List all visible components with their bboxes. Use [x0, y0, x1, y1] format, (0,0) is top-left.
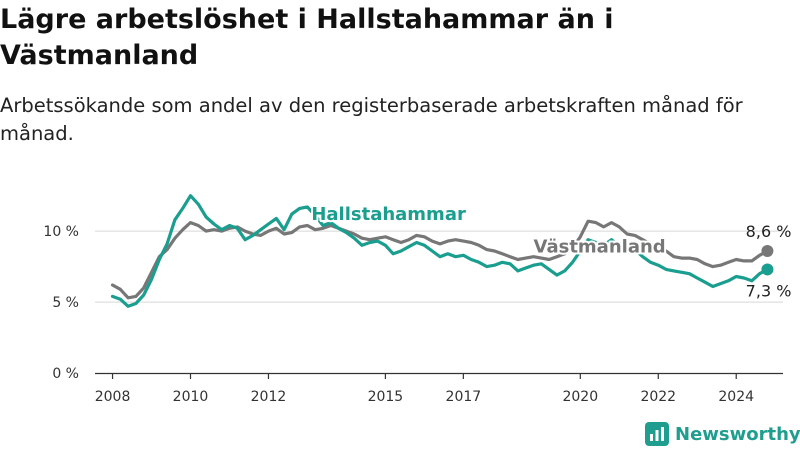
y-tick-label: 0 % — [52, 366, 79, 382]
x-tick-label: 2015 — [368, 389, 404, 405]
x-tick-label: 2020 — [562, 389, 598, 405]
series-line-hallstahammar — [110, 194, 769, 308]
series-labels: 8,6 % 7,3 % Hallstahammar Västmanland — [309, 202, 792, 301]
x-tick-label: 2022 — [640, 389, 676, 405]
x-tick-label: 2012 — [251, 389, 287, 405]
series-lines — [110, 194, 774, 308]
newsworthy-logo-icon — [645, 422, 669, 446]
x-tick-label: 2024 — [718, 389, 754, 405]
series-name-label: Hallstahammar — [311, 204, 466, 225]
series-name-label: Västmanland — [534, 236, 666, 257]
end-value-label: 7,3 % — [746, 281, 792, 300]
end-value-label: 8,6 % — [746, 222, 792, 241]
gridlines — [95, 230, 783, 303]
x-tick-label: 2017 — [446, 389, 482, 405]
axes: 0 % 5 % 10 % 2008 2010 2012 2015 2017 2020 2022 20… — [43, 224, 783, 405]
page-title: Lägre arbetslöshet i Hallstahammar än i … — [0, 4, 614, 71]
y-tick-label: 5 % — [52, 295, 79, 311]
chart-subtitle: Arbetssökande som andel av den registerb… — [0, 94, 743, 145]
brand-name: Newsworthy — [675, 423, 800, 445]
x-tick-label: 2010 — [173, 389, 209, 405]
y-tick-label: 10 % — [43, 224, 79, 240]
end-point-marker — [761, 245, 774, 257]
series-line-västmanland — [110, 219, 769, 300]
x-tick-label: 2008 — [95, 389, 131, 405]
end-point-marker — [761, 263, 774, 276]
brand-logo: Newsworthy — [645, 420, 800, 448]
